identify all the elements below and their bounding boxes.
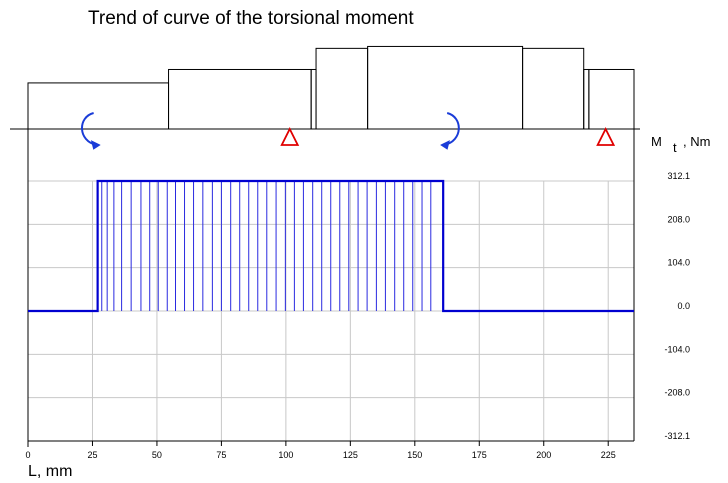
y-tick-label: 0.0 [677, 301, 690, 311]
y-tick-label: -312.1 [664, 431, 690, 441]
chart-title: Trend of curve of the torsional moment [88, 8, 414, 29]
shaft-segment [588, 68, 635, 130]
x-tick-labels: 0 25 50 75 100 125 150 175 200 225 [25, 450, 615, 460]
y-tick-label: -208.0 [664, 388, 690, 398]
hatch-lines [97, 181, 444, 311]
shaft-segment [315, 47, 369, 130]
moment-arrowhead [90, 140, 101, 150]
plot-frame [27, 129, 635, 447]
y-tick-label: -104.0 [664, 344, 690, 354]
x-tick-label: 25 [87, 450, 97, 460]
series-line [28, 179, 634, 313]
y-tick-label: 312.1 [667, 171, 690, 181]
y-axis-unit: , Nm [683, 134, 710, 149]
triangle-support-icon [280, 126, 300, 146]
y-axis-unit-label: M t , Nm [651, 134, 710, 155]
y-axis-symbol: M [651, 134, 662, 149]
x-tick-label: 175 [472, 450, 487, 460]
torsional-moment-series [28, 179, 634, 313]
x-tick-label: 125 [343, 450, 358, 460]
y-tick-label: 208.0 [667, 214, 690, 224]
shaft-segment [168, 68, 312, 130]
x-tick-label: 75 [216, 450, 226, 460]
y-tick-labels: 312.1 208.0 104.0 0.0 -104.0 -208.0 -312.1 [664, 171, 690, 441]
shaft-segment [367, 45, 524, 130]
load-markers [81, 112, 616, 150]
shaft-segment [27, 82, 170, 130]
y-axis-subscript: t [673, 140, 677, 155]
x-tick-label: 150 [407, 450, 422, 460]
shaft-segment [522, 47, 585, 130]
x-tick-label: 100 [278, 450, 293, 460]
y-tick-label: 104.0 [667, 258, 690, 268]
triangle-support-icon [596, 126, 616, 146]
shaft-segment [583, 68, 590, 130]
curved-arrow-clockwise-icon [81, 112, 101, 150]
curved-arrow-counterclockwise-icon [440, 112, 460, 150]
shaft-profile [27, 45, 635, 130]
moment-arrowhead [440, 140, 450, 150]
x-tick-label: 225 [601, 450, 616, 460]
x-tick-label: 200 [536, 450, 551, 460]
x-tick-label: 50 [152, 450, 162, 460]
shaft-segment [310, 68, 317, 130]
x-tick-label: 0 [25, 450, 30, 460]
x-axis-label: L, mm [28, 463, 72, 480]
